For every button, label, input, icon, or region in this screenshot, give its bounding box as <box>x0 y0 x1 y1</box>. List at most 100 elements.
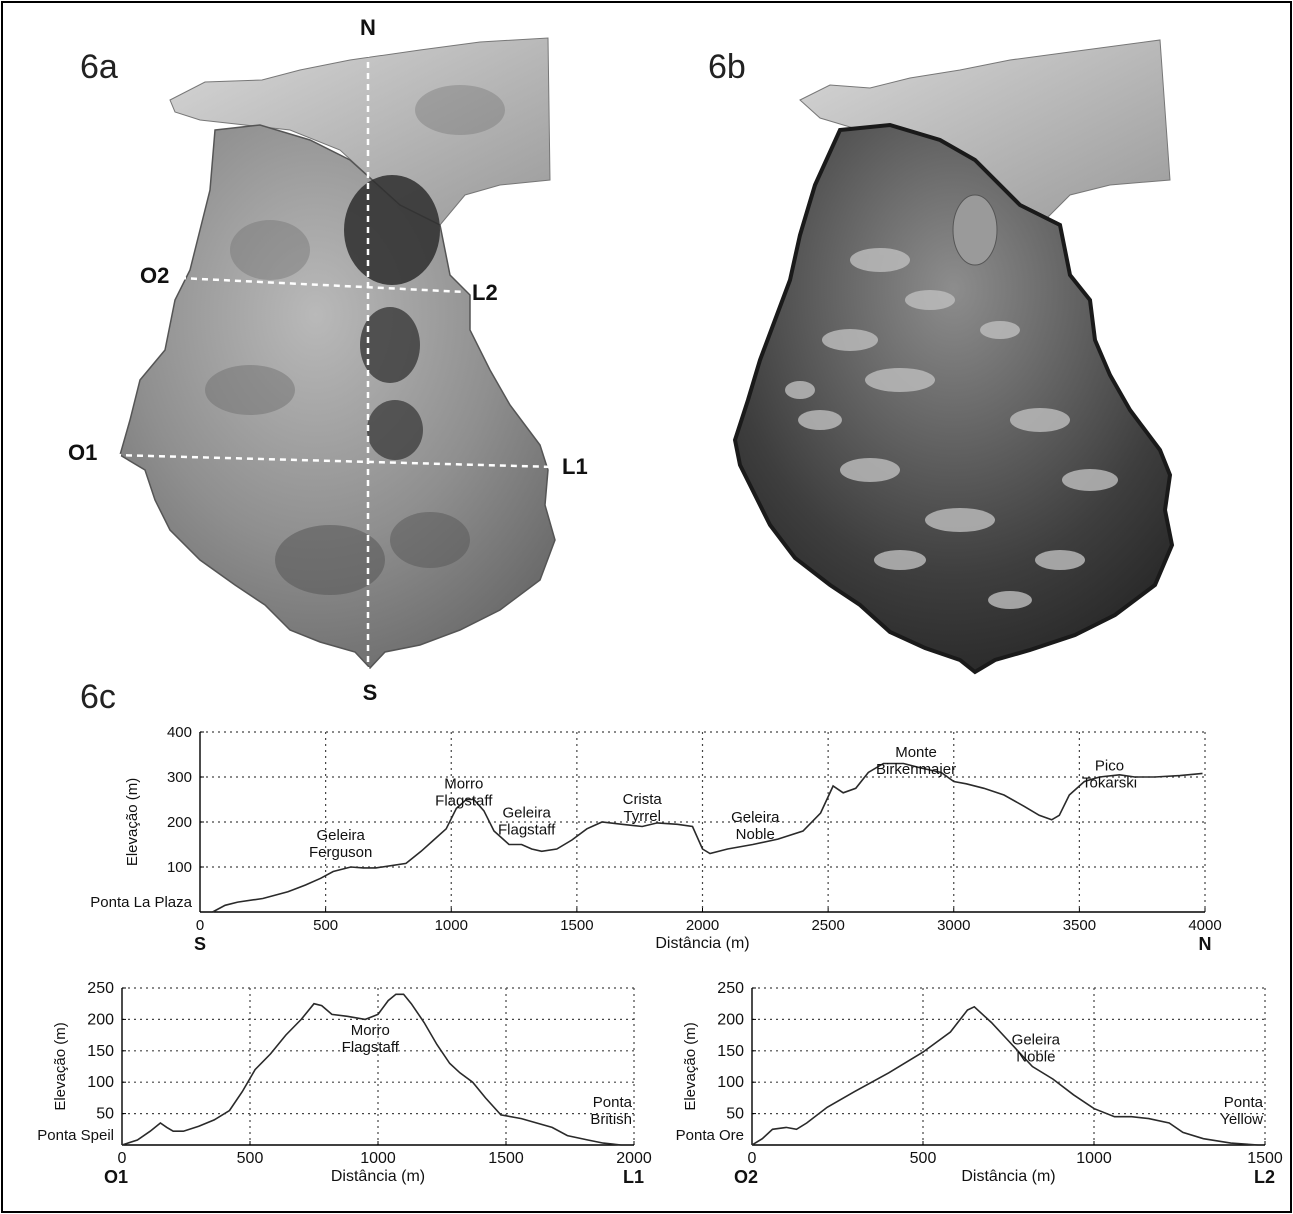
profile-annotation: Geleira <box>502 805 551 822</box>
profile-annotation: Geleira <box>731 809 780 826</box>
relief-shadow <box>230 220 310 280</box>
end-direction-label: L2 <box>1254 1167 1275 1187</box>
y-tick-label: 250 <box>87 980 114 997</box>
y-tick-label: 100 <box>717 1074 744 1091</box>
x-tick-label: 500 <box>313 917 338 934</box>
relief-shadow <box>344 175 440 285</box>
end-point-label: Ponta <box>1224 1094 1264 1111</box>
y-tick-label: 400 <box>167 724 192 741</box>
panel-6b-image-map: 6b <box>708 39 1175 675</box>
profile-annotation: Noble <box>736 826 775 843</box>
y-tick-label: 200 <box>717 1011 744 1028</box>
y-tick-label: 200 <box>167 814 192 831</box>
snow-patches <box>785 248 1118 609</box>
x-tick-label: 500 <box>910 1150 937 1167</box>
x-tick-label: 2000 <box>616 1150 652 1167</box>
l2-label: L2 <box>472 280 498 305</box>
panel-6a-label: 6a <box>80 48 118 86</box>
panel-6b-label: 6b <box>708 48 746 86</box>
start-point-label: Ponta Ore <box>676 1127 744 1144</box>
x-tick-label: 1000 <box>360 1150 396 1167</box>
lake-shape <box>952 194 998 266</box>
y-tick-label: 200 <box>87 1011 114 1028</box>
relief-shadow <box>367 400 423 460</box>
start-direction-label: O1 <box>104 1167 128 1187</box>
x-axis-label: Distância (m) <box>331 1168 425 1185</box>
o2-label: O2 <box>140 263 169 288</box>
profile-annotation: Pico <box>1095 757 1124 774</box>
y-axis-label: Elevação (m) <box>124 778 141 866</box>
y-tick-label: 50 <box>96 1106 114 1123</box>
end-direction-label: N <box>1199 934 1212 954</box>
y-tick-label: 300 <box>167 769 192 786</box>
end-point-label: Yellow <box>1220 1111 1263 1128</box>
y-axis-label: Elevação (m) <box>52 1022 69 1110</box>
start-direction-label: S <box>194 934 206 954</box>
y-tick-label: 250 <box>717 980 744 997</box>
profile-annotation: Tokarski <box>1082 774 1137 791</box>
x-tick-label: 2000 <box>686 917 719 934</box>
x-tick-label: 500 <box>237 1150 264 1167</box>
profile-annotation: Monte <box>895 744 937 761</box>
l1-label: L1 <box>562 454 588 479</box>
profile-annotation: Flagstaff <box>498 822 556 839</box>
start-direction-label: O2 <box>734 1167 758 1187</box>
end-direction-label: L1 <box>623 1167 644 1187</box>
y-tick-label: 100 <box>87 1074 114 1091</box>
x-tick-label: 0 <box>748 1150 757 1167</box>
profile-line-o1-l1 <box>114 453 556 469</box>
glacier-cap-shape <box>169 37 551 226</box>
profile-annotation: Birkenmajer <box>876 761 956 778</box>
south-label: S <box>363 680 378 705</box>
x-tick-label: 1500 <box>1247 1150 1283 1167</box>
x-tick-label: 3500 <box>1063 917 1096 934</box>
y-axis-label: Elevação (m) <box>682 1022 699 1110</box>
relief-shadow <box>205 365 295 415</box>
profile-line-o2-l2 <box>179 276 466 294</box>
relief-shadow <box>390 512 470 568</box>
y-tick-label: 150 <box>717 1043 744 1060</box>
profile-chart-o1-l1: 0 500 1000 1500 2000 50 100 150 200 250 Distância … <box>37 980 652 1187</box>
y-tick-label: 100 <box>167 859 192 876</box>
x-tick-label: 2500 <box>811 917 844 934</box>
x-tick-label: 0 <box>196 917 204 934</box>
profile-annotation: Geleira <box>1012 1032 1061 1049</box>
x-axis-label: Distância (m) <box>655 935 749 952</box>
relief-shadow <box>360 307 420 383</box>
x-tick-label: 1500 <box>560 917 593 934</box>
profile-annotation: Morro <box>444 775 483 792</box>
profile-annotation: Flagstaff <box>342 1039 400 1056</box>
profile-annotation: Ferguson <box>309 844 372 861</box>
x-tick-label: 3000 <box>937 917 970 934</box>
profile-annotation: Noble <box>1016 1049 1055 1066</box>
x-tick-label: 1000 <box>435 917 468 934</box>
profile-line <box>121 993 622 1146</box>
start-point-label: Ponta La Plaza <box>90 894 192 911</box>
y-tick-label: 50 <box>726 1106 744 1123</box>
start-point-label: Ponta Speil <box>37 1127 114 1144</box>
north-label: N <box>360 15 376 40</box>
x-axis-label: Distância (m) <box>961 1168 1055 1185</box>
profile-annotation: Flagstaff <box>435 792 493 809</box>
profile-annotation: Geleira <box>317 827 366 844</box>
panel-6a-relief-map: 6a N S O1 L1 O2 L2 <box>68 15 588 705</box>
end-point-label: British <box>590 1111 632 1128</box>
profile-annotation: Tyrrel <box>623 808 661 825</box>
end-point-label: Ponta <box>593 1094 633 1111</box>
x-tick-label: 1000 <box>1076 1150 1112 1167</box>
o1-label: O1 <box>68 440 97 465</box>
relief-shadow <box>415 85 505 135</box>
profile-line <box>212 762 1203 913</box>
panel-6c-label: 6c <box>80 678 116 716</box>
y-tick-label: 150 <box>87 1043 114 1060</box>
x-tick-label: 0 <box>118 1150 127 1167</box>
profile-line <box>751 1005 1259 1146</box>
island-image-shape <box>732 122 1175 675</box>
profile-annotation: Crista <box>623 791 663 808</box>
x-tick-label: 1500 <box>488 1150 524 1167</box>
profile-chart-sn: 0 500 1000 1500 2000 2500 3000 3500 4000 100 200 30… <box>90 724 1221 954</box>
x-tick-label: 4000 <box>1188 917 1221 934</box>
profile-chart-o2-l2: 0 500 1000 1500 50 100 150 200 250 Distância (m) E… <box>676 980 1283 1187</box>
